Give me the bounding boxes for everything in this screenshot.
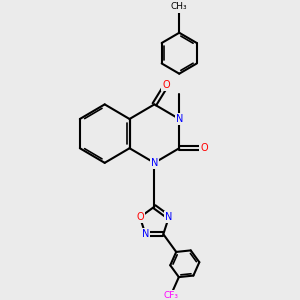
Text: O: O	[200, 143, 208, 153]
Text: N: N	[151, 158, 158, 168]
Text: N: N	[142, 229, 149, 239]
Text: N: N	[142, 229, 149, 239]
Text: O: O	[136, 212, 144, 222]
Text: N: N	[176, 114, 183, 124]
Text: CH₃: CH₃	[171, 3, 188, 12]
Text: N: N	[165, 212, 172, 222]
Text: CH₃: CH₃	[171, 2, 188, 11]
Text: N: N	[176, 114, 183, 124]
Text: CF₃: CF₃	[163, 291, 178, 300]
Text: CF₃: CF₃	[163, 291, 178, 300]
Text: O: O	[162, 80, 170, 90]
Text: O: O	[162, 80, 170, 90]
Text: O: O	[200, 143, 208, 153]
Text: N: N	[151, 158, 158, 168]
Text: O: O	[136, 212, 144, 222]
Text: N: N	[165, 212, 172, 222]
